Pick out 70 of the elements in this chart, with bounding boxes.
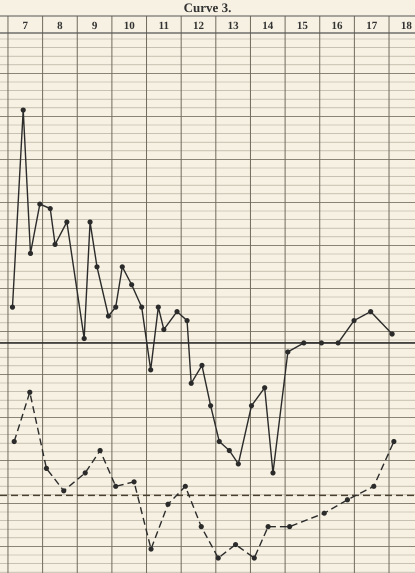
point <box>148 546 154 552</box>
point <box>82 336 87 342</box>
point <box>252 555 257 561</box>
point <box>120 264 125 270</box>
point <box>113 484 118 489</box>
x-tick-label: 8 <box>57 20 64 32</box>
point <box>37 201 42 207</box>
point <box>270 470 276 476</box>
point <box>236 461 241 467</box>
point <box>48 206 53 212</box>
point <box>371 484 376 489</box>
x-tick-label: 16 <box>332 20 344 32</box>
point <box>301 340 306 346</box>
point <box>20 107 26 113</box>
point <box>28 250 34 256</box>
point <box>131 479 137 484</box>
point <box>52 242 58 247</box>
x-tick-label: 15 <box>296 20 308 32</box>
point <box>198 524 204 530</box>
point <box>335 340 341 346</box>
point <box>94 264 100 270</box>
point <box>199 362 205 368</box>
x-tick-label: 14 <box>262 20 274 32</box>
point <box>148 367 154 372</box>
point <box>87 219 93 225</box>
x-tick-label: 17 <box>366 20 378 32</box>
x-tick-label: 10 <box>124 20 136 32</box>
point <box>10 304 16 310</box>
point <box>139 304 144 310</box>
point <box>391 438 396 444</box>
point <box>216 555 221 561</box>
point <box>351 318 357 324</box>
point <box>182 484 188 489</box>
point <box>82 470 88 476</box>
x-tick-label: 11 <box>158 20 170 32</box>
point <box>44 466 50 471</box>
point <box>64 219 70 225</box>
point <box>184 318 190 324</box>
point <box>165 502 171 507</box>
point <box>318 340 324 346</box>
point <box>156 304 161 310</box>
point <box>216 438 222 444</box>
point <box>287 524 292 530</box>
x-tick-label: 9 <box>92 20 98 32</box>
x-tick-label: 7 <box>22 20 29 32</box>
point <box>12 438 17 444</box>
point <box>322 510 327 516</box>
point <box>129 282 134 288</box>
point <box>174 309 180 314</box>
point <box>266 524 271 530</box>
chart-title: Curve 3. <box>184 0 232 15</box>
point <box>61 488 66 494</box>
x-tick-label: 18 <box>400 20 412 32</box>
point <box>262 385 268 390</box>
x-tick-label: 12 <box>192 20 204 32</box>
point <box>344 497 350 502</box>
point <box>98 448 103 454</box>
point <box>232 542 238 548</box>
point <box>390 331 395 337</box>
point <box>248 403 254 408</box>
point <box>27 390 32 395</box>
point <box>161 326 166 332</box>
point <box>188 380 194 386</box>
x-tick-label: 13 <box>228 20 240 32</box>
point <box>208 403 214 408</box>
point <box>226 448 232 454</box>
point <box>368 309 374 314</box>
point <box>285 349 290 355</box>
point <box>113 304 118 310</box>
point <box>106 313 112 319</box>
